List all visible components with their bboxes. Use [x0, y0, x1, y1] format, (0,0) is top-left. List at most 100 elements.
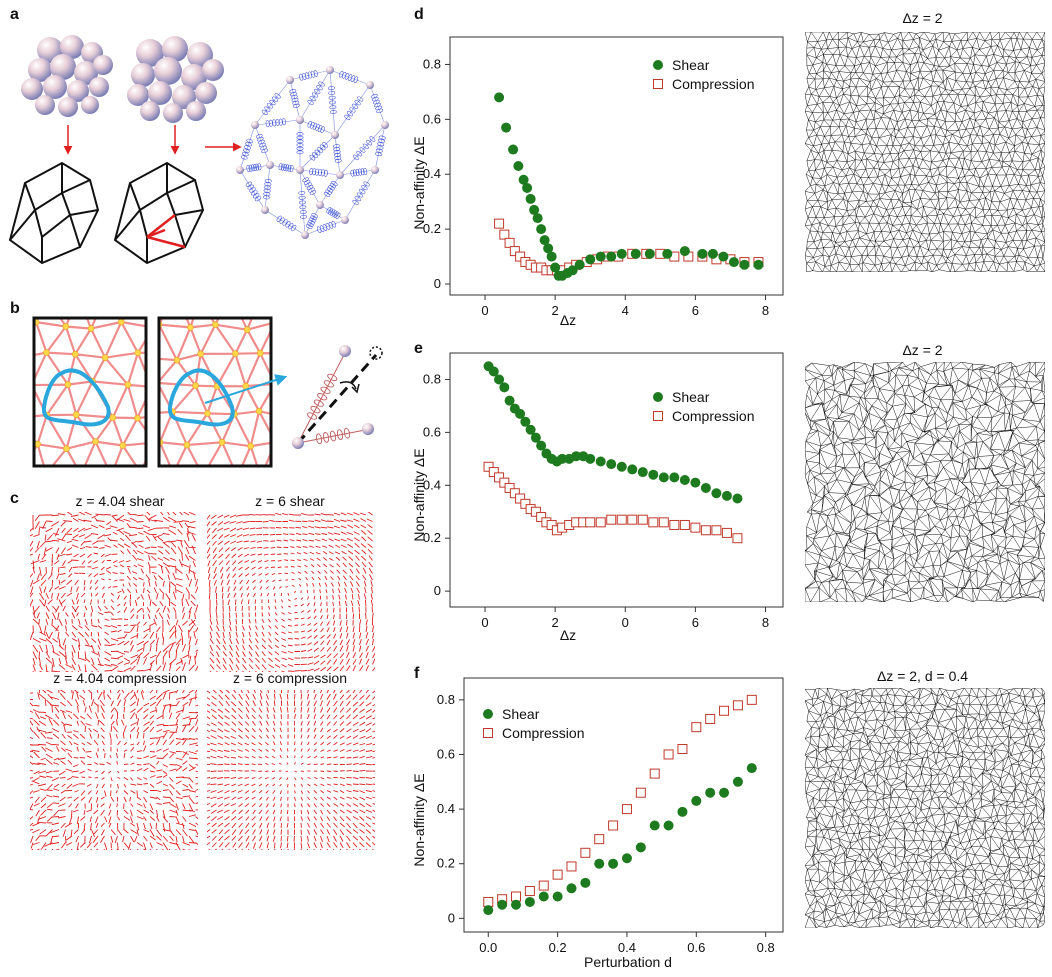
displacement-arrows	[207, 512, 375, 672]
lattice-node	[243, 326, 251, 334]
compression-point	[499, 229, 510, 240]
polygon-network-2	[113, 161, 205, 265]
panel-c-label-2: z = 6 shear	[255, 493, 325, 509]
chart-f-ylabel: Non-affinity ΔE	[411, 773, 427, 866]
lattice-edges	[159, 318, 271, 466]
spring-coil	[309, 154, 316, 161]
spring-coil	[354, 196, 361, 202]
spring-coil	[356, 192, 364, 198]
network-image-d	[805, 32, 1045, 272]
spring-coil	[272, 96, 279, 102]
shear-point	[513, 161, 524, 171]
compression-point	[538, 880, 549, 891]
lattice-node	[71, 350, 79, 358]
spring-coil	[309, 96, 316, 102]
shear-point	[669, 472, 680, 483]
y-tick-label: 0	[434, 276, 441, 291]
lattice-node	[101, 354, 109, 361]
chart-d-xlabel: Δz	[560, 312, 576, 328]
lattice-node	[211, 321, 219, 329]
spring-coil	[315, 433, 323, 445]
lattice-node	[127, 445, 133, 451]
compression-point	[536, 512, 547, 523]
compression-point	[546, 519, 557, 530]
panel-c-label-1: z = 4.04 shear	[75, 493, 165, 509]
panel-label-a: a	[10, 6, 19, 23]
network-title-d: Δz = 2	[902, 10, 943, 26]
compression-point	[515, 493, 526, 504]
spring-link	[289, 79, 301, 121]
compression-point	[515, 251, 526, 262]
shear-point	[697, 248, 708, 259]
spring-coil	[246, 138, 254, 144]
panel-c-label-3: z = 4.04 compression	[53, 670, 187, 686]
shear-point	[580, 877, 591, 888]
compression-point	[608, 820, 619, 831]
network-edges	[805, 32, 1045, 272]
lattice-node	[291, 350, 297, 356]
spring-coil	[280, 163, 285, 171]
spring-coil	[296, 132, 304, 136]
spring-link	[329, 69, 336, 136]
y-tick-label: 0	[448, 910, 455, 925]
spring-coil	[296, 139, 304, 144]
spring-coil	[248, 164, 253, 172]
spring-coil	[359, 188, 366, 194]
shear-point	[627, 464, 638, 475]
spring-coil	[289, 165, 294, 173]
shear-point	[594, 858, 605, 869]
shear-point	[707, 248, 718, 259]
spring-coil	[285, 164, 290, 172]
legend-shear-label: Shear	[502, 706, 540, 722]
chart-e-xlabel: Δz	[560, 627, 576, 643]
lattice-node	[64, 381, 72, 388]
spring-coil	[298, 191, 306, 195]
lattice-node	[272, 319, 278, 325]
displacement-arrows	[30, 690, 198, 850]
compression-point	[524, 886, 535, 897]
shear-point	[525, 193, 536, 204]
spring-node	[286, 76, 294, 84]
shear-point	[621, 853, 632, 864]
shear-point	[536, 224, 547, 235]
spring-node	[301, 231, 309, 239]
spring-coil	[354, 100, 361, 106]
spring-coil	[346, 111, 354, 117]
displacement-field-shear-z6	[207, 512, 375, 672]
shear-point	[585, 453, 596, 464]
shear-point	[721, 490, 732, 501]
particle-packing-2	[127, 36, 224, 123]
shear-point	[530, 432, 541, 443]
lattice-node	[108, 472, 114, 478]
lattice-node	[87, 325, 95, 332]
lattice-node	[134, 349, 142, 357]
x-tick-label: 0.8	[757, 940, 775, 955]
spring-coil	[320, 126, 325, 134]
lattice-node	[200, 473, 206, 479]
shear-point	[616, 248, 627, 259]
compression-point	[732, 533, 743, 544]
spring-coil	[309, 217, 316, 223]
spring-link	[334, 134, 341, 176]
spring-node	[326, 66, 334, 74]
x-tick-label: 0.2	[549, 940, 567, 955]
displacement-field-shear-z404	[30, 512, 198, 672]
spring-link	[334, 84, 371, 136]
spring-coil	[313, 70, 318, 77]
spring-coil	[363, 167, 368, 175]
spring-coil	[257, 163, 262, 171]
shear-point	[518, 174, 529, 185]
spring-coil	[336, 429, 344, 440]
shear-point	[536, 440, 547, 451]
spring-coil	[315, 124, 320, 131]
network-image-e	[805, 362, 1045, 602]
y-tick-label: 0.4	[423, 166, 441, 181]
compression-point	[627, 514, 638, 525]
shear-point	[658, 472, 669, 483]
shear-point	[550, 262, 561, 273]
spring-coil	[307, 120, 313, 128]
displacement-field-compression-z6	[207, 690, 375, 850]
lattice-node	[92, 438, 99, 445]
spring-link	[289, 69, 331, 81]
compression-point	[616, 514, 627, 525]
